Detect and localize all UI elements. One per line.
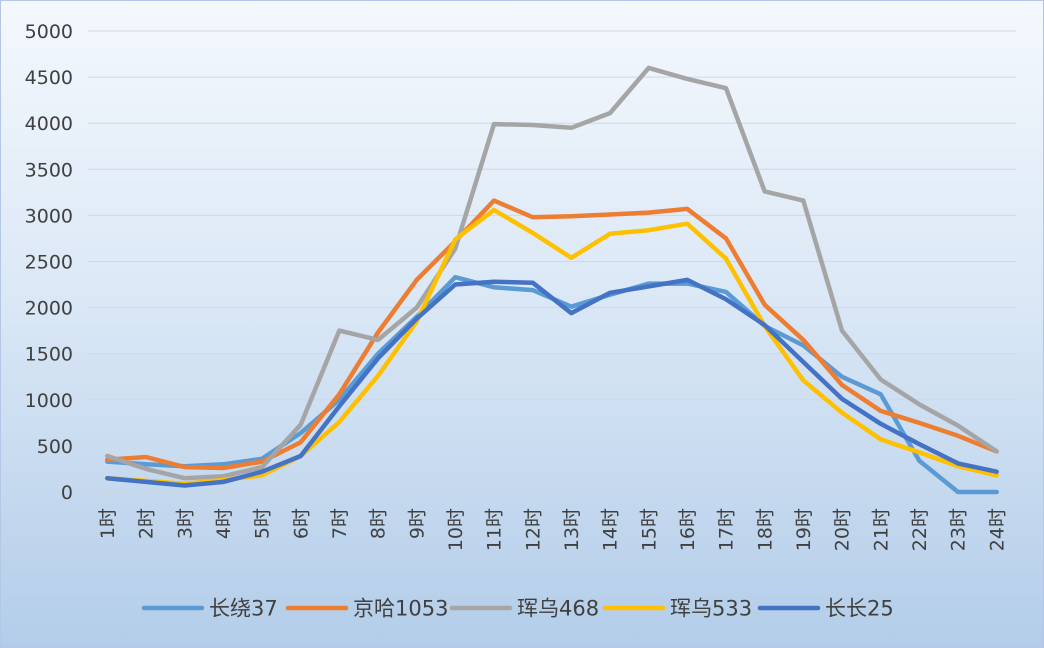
x-tick-label: 8时: [368, 508, 390, 539]
series-line-3: [105, 65, 999, 481]
x-tick-label: 5时: [252, 508, 274, 539]
legend-label: 长绕37: [209, 597, 278, 621]
y-tick-label: 3000: [25, 205, 73, 227]
series-line-1: [105, 274, 999, 495]
x-tick-label: 16时: [677, 508, 699, 551]
x-tick-label: 14时: [600, 508, 622, 551]
x-tick-label: 20时: [832, 508, 854, 551]
series-line-5: [105, 277, 999, 488]
legend-label: 珲乌468: [517, 597, 599, 621]
x-tick-label: 10时: [445, 508, 467, 551]
y-tick-label: 0: [61, 482, 73, 504]
x-tick-label: 12时: [522, 508, 544, 551]
legend-label: 长长25: [825, 597, 894, 621]
x-tick-label: 13时: [561, 508, 583, 551]
y-tick-label: 2500: [25, 252, 73, 274]
y-tick-label: 500: [37, 436, 73, 458]
x-tick-label: 15时: [638, 508, 660, 551]
y-axis-ticks: 0 500 1000 1500 2000 2500 3000 3500 4000 4500 5000: [25, 21, 73, 504]
y-tick-label: 2000: [25, 298, 73, 320]
x-tick-label: 9时: [406, 508, 428, 539]
x-tick-label: 21时: [870, 508, 892, 551]
legend: 长绕37 京哈1053 珲乌468 珲乌533 长长25: [141, 597, 894, 621]
y-tick-label: 1000: [25, 390, 73, 412]
x-tick-label: 19时: [793, 508, 815, 551]
x-tick-label: 23时: [948, 508, 970, 551]
x-tick-label: 22时: [909, 508, 931, 551]
x-tick-label: 4时: [213, 508, 235, 539]
y-tick-label: 1500: [25, 344, 73, 366]
x-tick-label: 2时: [136, 508, 158, 539]
y-tick-label: 4500: [25, 67, 73, 89]
series-lines: [105, 65, 999, 495]
y-tick-label: 4000: [25, 113, 73, 135]
x-tick-label: 1时: [97, 508, 119, 539]
x-tick-label: 3时: [174, 508, 196, 539]
x-axis-ticks: 1时 2时 3时 4时 5时 6时 7时 8时 9时 10时 11时 12时 13时 14时 15时 16时 1…: [97, 508, 1008, 551]
x-tick-label: 17时: [716, 508, 738, 551]
x-tick-label: 24时: [986, 508, 1008, 551]
y-tick-label: 3500: [25, 159, 73, 181]
legend-label: 珲乌533: [670, 597, 752, 621]
legend-label: 京哈1053: [353, 597, 448, 621]
gridlines: [88, 30, 1016, 493]
series-line-4: [105, 207, 999, 486]
x-tick-label: 18时: [754, 508, 776, 551]
series-line-2: [105, 198, 999, 471]
x-tick-label: 6时: [290, 508, 312, 539]
x-tick-label: 7时: [329, 508, 351, 539]
x-tick-label: 11时: [484, 508, 506, 551]
y-tick-label: 5000: [25, 21, 73, 43]
